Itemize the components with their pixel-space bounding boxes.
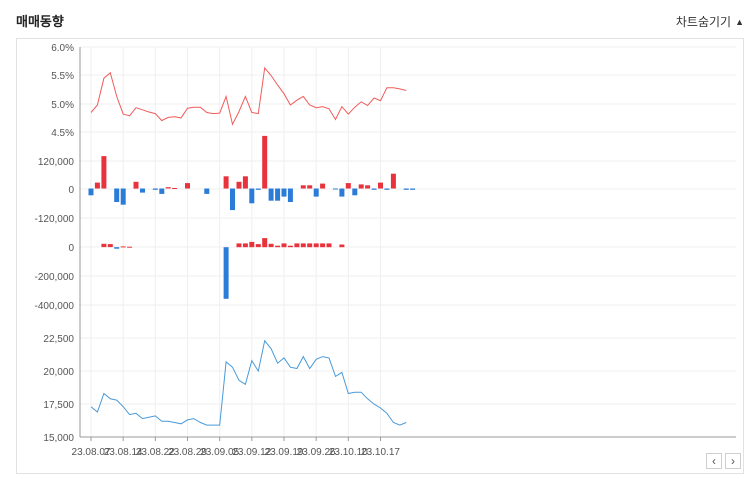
x-tick-label: 23.08.14: [104, 447, 143, 458]
foreign-bar: [287, 188, 293, 202]
institution-bar: [313, 243, 319, 248]
foreign-bar: [140, 188, 145, 193]
foreign-bar: [281, 188, 287, 197]
section-title: 매매동향: [16, 14, 64, 29]
institution-bar: [107, 244, 113, 248]
y-tick-label: -200,000: [35, 272, 75, 283]
y-tick-label: 6.0%: [51, 43, 74, 54]
foreign-bar: [230, 188, 235, 211]
foreign-bar: [403, 188, 409, 190]
y-tick-label: 5.5%: [51, 71, 74, 82]
x-tick-label: 23.08.22: [136, 447, 175, 458]
rate-line: [90, 66, 407, 126]
x-tick-label: 23.09.26: [297, 447, 336, 458]
institution-bar: [281, 243, 287, 248]
foreign-bar: [172, 188, 178, 189]
x-tick-label: 23.10.17: [361, 447, 400, 458]
foreign-bar: [320, 183, 326, 189]
foreign-bar: [159, 188, 165, 194]
foreign-bar: [236, 181, 242, 189]
y-tick-label: 17,500: [43, 400, 74, 411]
foreign-bar: [378, 182, 383, 189]
y-tick-label: 4.5%: [51, 128, 74, 139]
y-tick-label: 0: [68, 185, 74, 196]
foreign-bar: [114, 188, 120, 202]
hide-chart-label: 차트숨기기: [675, 15, 732, 29]
foreign-bar: [384, 188, 390, 190]
institution-bar: [300, 243, 306, 248]
x-tick-label: 23.08.07: [72, 447, 111, 458]
foreign-bar: [307, 185, 313, 189]
foreign-bar: [371, 188, 377, 190]
institution-bar: [275, 245, 281, 248]
chart-container: [16, 38, 744, 474]
x-tick-label: 23.09.19: [265, 447, 304, 458]
y-tick-label: 15,000: [43, 433, 74, 444]
header: 매매동향 차트숨기기 ▲: [0, 0, 752, 36]
institution-bar: [294, 243, 300, 248]
y-tick-label: 120,000: [38, 157, 75, 168]
institution-bar: [242, 243, 248, 248]
foreign-bar: [410, 188, 416, 190]
foreign-bar: [365, 185, 371, 189]
x-tick-label: 23.08.29: [168, 447, 207, 458]
institution-bar: [268, 243, 274, 248]
institution-bar: [287, 245, 293, 248]
foreign-bar: [185, 183, 190, 189]
institution-bar: [127, 246, 133, 248]
foreign-bar: [249, 188, 255, 204]
y-tick-label: 5.0%: [51, 100, 74, 111]
foreign-bar: [152, 188, 158, 190]
foreign-bar: [333, 188, 338, 190]
hide-chart-toggle[interactable]: 차트숨기기 ▲: [676, 13, 744, 30]
institution-bar: [326, 243, 332, 248]
institution-bar: [223, 247, 229, 299]
institution-bar: [320, 243, 326, 248]
x-tick-label: 23.09.12: [232, 447, 271, 458]
foreign-bar: [275, 188, 281, 201]
foreign-bar: [262, 135, 268, 189]
triangle-up-icon: ▲: [735, 16, 744, 27]
foreign-bar: [345, 183, 351, 189]
next-page-button[interactable]: ›: [725, 453, 741, 469]
institution-bar: [114, 247, 120, 249]
y-tick-label: 20,000: [43, 367, 74, 378]
foreign-bar: [300, 185, 306, 189]
prev-page-button[interactable]: ‹: [706, 453, 722, 469]
institution-bar: [262, 238, 268, 248]
y-tick-label: -120,000: [35, 214, 75, 225]
foreign-bar: [242, 176, 248, 189]
institution-bar: [236, 243, 242, 248]
institution-bar: [307, 243, 313, 248]
institution-bar: [255, 244, 261, 248]
institution-bar: [120, 246, 126, 248]
foreign-bar: [204, 188, 210, 194]
price-line: [90, 339, 407, 426]
institution-bar: [101, 243, 107, 248]
y-tick-label: 22,500: [43, 334, 74, 345]
foreign-bar: [165, 187, 171, 189]
foreign-bar: [133, 181, 139, 189]
x-tick-label: 23.10.10: [329, 447, 368, 458]
x-tick-label: 23.09.05: [200, 447, 239, 458]
institution-bar: [339, 244, 345, 248]
foreign-bar: [94, 182, 100, 189]
foreign-bar: [88, 188, 94, 196]
foreign-bar: [313, 188, 319, 197]
foreign-bar: [101, 156, 107, 189]
y-tick-label: -400,000: [35, 301, 75, 312]
foreign-bar: [339, 188, 345, 197]
foreign-bar: [268, 188, 274, 201]
y-tick-label: 0: [68, 243, 74, 254]
foreign-bar: [223, 176, 229, 189]
foreign-bar: [352, 188, 358, 196]
foreign-bar: [390, 173, 396, 189]
institution-bar: [249, 241, 255, 248]
foreign-bar: [358, 184, 364, 189]
foreign-bar: [120, 188, 126, 205]
foreign-bar: [255, 188, 261, 190]
